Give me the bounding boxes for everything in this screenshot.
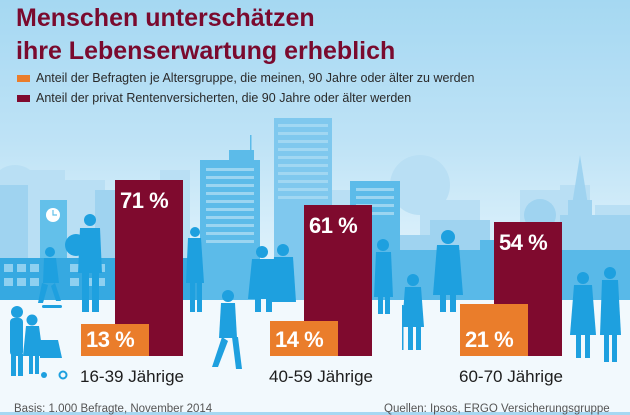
data-label-believe-3: 21 % <box>465 327 514 352</box>
title-line-1: Menschen unterschätzen <box>16 4 315 32</box>
category-label-3: 60-70 Jährige <box>459 367 563 386</box>
footer-sources: Quellen: Ipsos, ERGO Versicherungsgruppe <box>384 403 610 415</box>
legend-label-actual: Anteil der privat Rentenversicherten, di… <box>36 91 412 105</box>
data-label-actual-1: 71 % <box>120 187 169 213</box>
bar-believe-2 <box>270 321 338 356</box>
chart-title: Menschen unterschätzen ihre Lebenserwart… <box>16 2 395 68</box>
people-silhouettes <box>10 214 621 380</box>
data-label-believe-1: 13 % <box>86 327 135 352</box>
legend: Anteil der Befragten je Altersgruppe, di… <box>17 68 474 108</box>
title-line-2: ihre Lebenserwartung erheblich <box>16 37 396 65</box>
category-label-1: 16-39 Jährige <box>80 367 184 386</box>
category-label-2: 40-59 Jährige <box>269 367 373 386</box>
footer-basis: Basis: 1.000 Befragte, November 2014 <box>14 403 213 415</box>
tower-windows <box>206 124 394 243</box>
bar-believe-1 <box>81 323 149 356</box>
bar-believe-3 <box>460 303 528 356</box>
legend-swatch-maroon <box>17 94 30 102</box>
legend-item-actual: Anteil der privat Rentenversicherten, di… <box>17 88 474 108</box>
data-label-actual-3: 54 % <box>499 230 548 256</box>
legend-item-believe: Anteil der Befragten je Altersgruppe, di… <box>17 68 474 88</box>
data-label-actual-2: 61 % <box>309 212 358 238</box>
legend-swatch-orange <box>17 74 30 82</box>
data-label-believe-2: 14 % <box>275 327 324 352</box>
legend-label-believe: Anteil der Befragten je Altersgruppe, di… <box>36 71 475 85</box>
